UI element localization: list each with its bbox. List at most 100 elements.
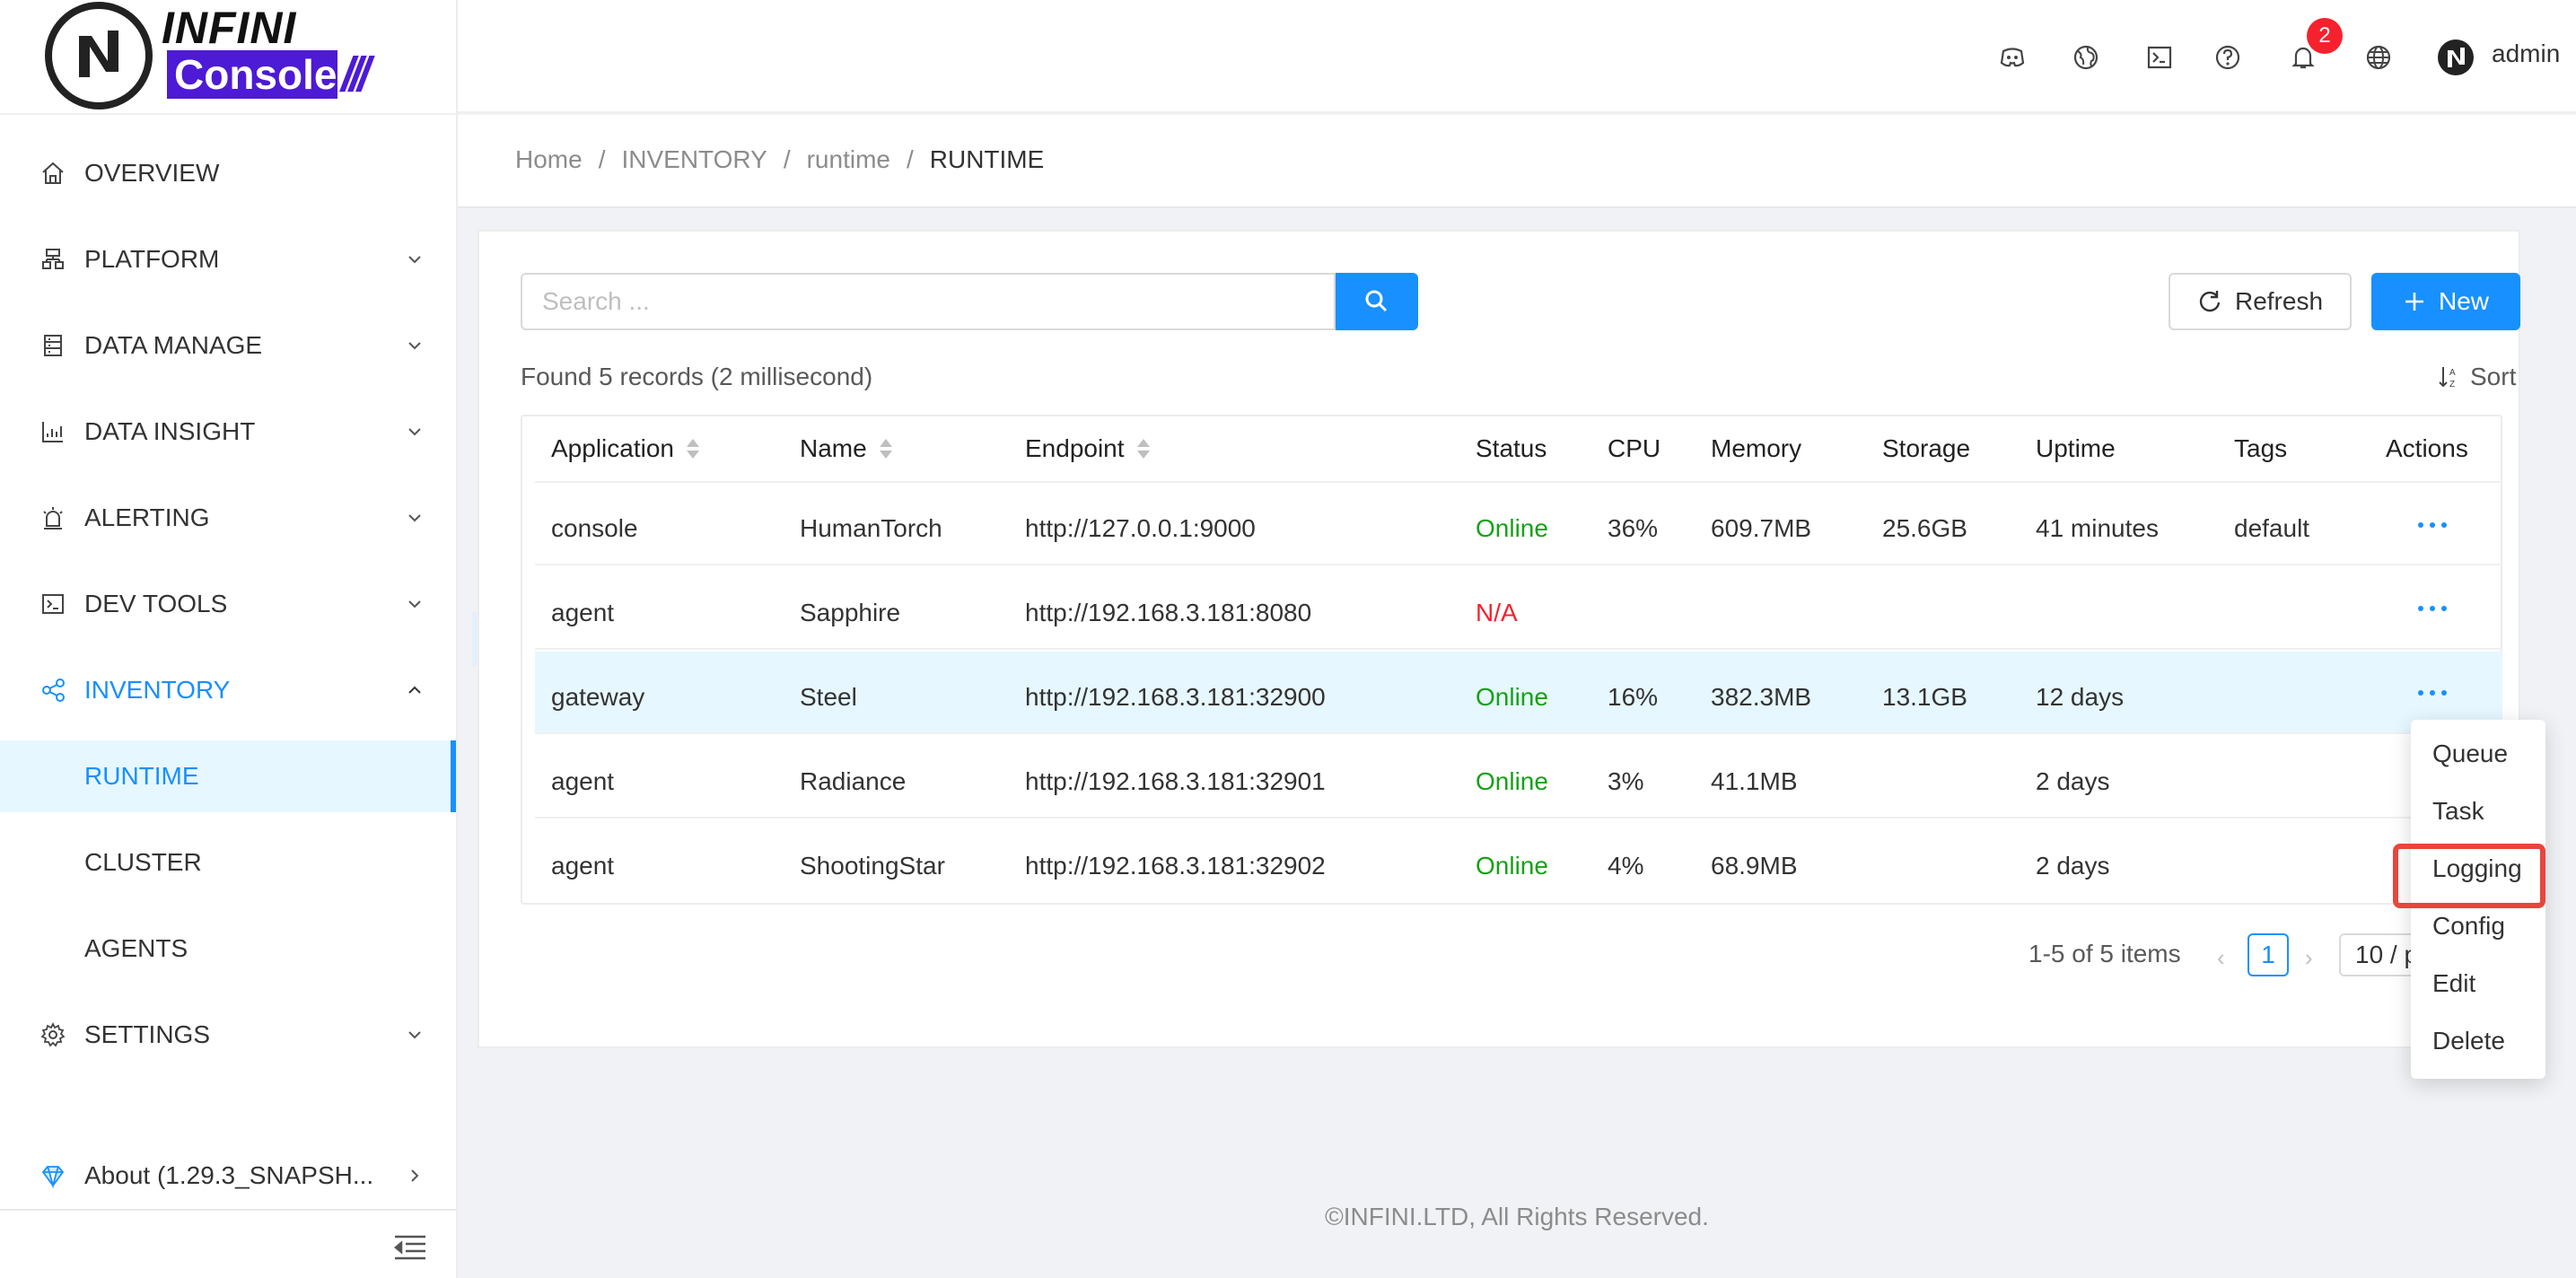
cell-uptime: 2 days bbox=[2036, 852, 2110, 880]
column-header-storage: Storage bbox=[1882, 434, 1970, 463]
sidebar-subitem-label: AGENTS bbox=[84, 934, 188, 962]
cell-uptime: 12 days bbox=[2036, 683, 2125, 711]
header-divider bbox=[535, 481, 2502, 483]
more-actions-icon[interactable] bbox=[2416, 604, 2449, 613]
table-row[interactable] bbox=[535, 567, 2502, 650]
chevron-down-icon bbox=[408, 342, 421, 350]
menu-collapse-icon[interactable] bbox=[393, 1233, 427, 1262]
sidebar-item-about[interactable]: About (1.29.3_SNAPSH... bbox=[0, 1140, 456, 1212]
cell-name[interactable]: Steel bbox=[800, 683, 857, 711]
chevron-down-icon bbox=[408, 514, 421, 522]
sidebar-item-dev-tools[interactable]: DEV TOOLS bbox=[0, 568, 456, 640]
table-row[interactable] bbox=[535, 652, 2502, 734]
search-button[interactable] bbox=[1336, 273, 1418, 330]
pagination-page-current[interactable]: 1 bbox=[2247, 933, 2289, 976]
logo-mark bbox=[45, 2, 153, 109]
help-icon[interactable] bbox=[2213, 43, 2242, 72]
database-icon bbox=[44, 335, 62, 356]
column-header-application[interactable]: Application bbox=[551, 434, 699, 463]
column-header-name[interactable]: Name bbox=[800, 434, 892, 463]
menu-item-task[interactable]: Task bbox=[2432, 797, 2484, 825]
pagination-next-icon[interactable]: › bbox=[2305, 944, 2313, 971]
share-icon bbox=[42, 678, 65, 702]
sidebar-subitem-cluster[interactable]: CLUSTER bbox=[0, 827, 456, 898]
column-label: Status bbox=[1476, 434, 1547, 462]
menu-item-config[interactable]: Config bbox=[2432, 912, 2505, 940]
breadcrumb-separator: / bbox=[598, 145, 606, 173]
cluster-icon bbox=[42, 249, 64, 269]
pagination-summary: 1-5 of 5 items bbox=[2028, 940, 2181, 967]
refresh-label: Refresh bbox=[2234, 287, 2324, 315]
copyright-footer: ©INFINI.LTD, All Rights Reserved. bbox=[1325, 1203, 1709, 1230]
chevron-down-icon bbox=[408, 256, 421, 264]
menu-item-logging[interactable]: Logging bbox=[2432, 854, 2522, 882]
cell-application: agent bbox=[551, 767, 615, 795]
breadcrumb-home[interactable]: Home bbox=[515, 145, 583, 173]
discord-icon[interactable] bbox=[1998, 43, 2027, 72]
sidebar-item-platform[interactable]: PLATFORM bbox=[0, 223, 456, 295]
cell-status: Online bbox=[1476, 514, 1548, 542]
infini-console-logo[interactable]: INFINI Console /// bbox=[45, 0, 422, 113]
sidebar-item-inventory[interactable]: INVENTORY bbox=[0, 654, 456, 726]
actions-dropdown-menu: Queue Task Logging Config Edit Delete bbox=[2411, 720, 2545, 1079]
logo-text-infini: INFINI bbox=[162, 3, 297, 53]
cell-name[interactable]: HumanTorch bbox=[800, 514, 942, 542]
breadcrumb-runtime-lower[interactable]: runtime bbox=[806, 145, 890, 173]
sidebar-item-alerting[interactable]: ALERTING bbox=[0, 482, 456, 554]
svg-text:A: A bbox=[2449, 368, 2456, 378]
console-icon[interactable] bbox=[2145, 43, 2174, 72]
language-globe-icon[interactable] bbox=[2364, 43, 2393, 72]
sort-caret-icon[interactable] bbox=[1136, 437, 1150, 460]
chevron-down-icon bbox=[408, 600, 421, 608]
logging-highlight-box bbox=[2393, 844, 2545, 908]
more-actions-icon[interactable] bbox=[2416, 688, 2449, 697]
search-input[interactable] bbox=[521, 273, 1336, 330]
username[interactable]: admin bbox=[2492, 39, 2561, 67]
bell-icon[interactable] bbox=[2289, 43, 2318, 72]
chevron-right-icon bbox=[411, 1169, 419, 1182]
breadcrumb-current: RUNTIME bbox=[929, 145, 1045, 173]
menu-item-delete[interactable]: Delete bbox=[2432, 1027, 2505, 1055]
sidebar-item-data-manage[interactable]: DATA MANAGE bbox=[0, 310, 456, 381]
sort-caret-icon[interactable] bbox=[879, 437, 892, 460]
column-label: Application bbox=[551, 434, 674, 462]
search-icon bbox=[1365, 290, 1388, 312]
cell-cpu: 3% bbox=[1608, 767, 1644, 795]
column-label: Tags bbox=[2234, 434, 2288, 462]
column-header-memory: Memory bbox=[1711, 434, 1801, 463]
cell-tags: default bbox=[2234, 514, 2310, 542]
avatar[interactable] bbox=[2438, 39, 2474, 75]
sidebar-item-overview[interactable]: OVERVIEW bbox=[0, 137, 456, 209]
column-header-endpoint[interactable]: Endpoint bbox=[1025, 434, 1150, 463]
table-row[interactable] bbox=[535, 483, 2502, 565]
pagination-prev-icon[interactable]: ‹ bbox=[2217, 944, 2225, 971]
refresh-button[interactable]: Refresh bbox=[2169, 273, 2352, 330]
cell-status: Online bbox=[1476, 852, 1548, 880]
menu-item-queue[interactable]: Queue bbox=[2432, 740, 2509, 767]
chevron-down-icon bbox=[408, 1031, 421, 1039]
sidebar-item-data-insight[interactable]: DATA INSIGHT bbox=[0, 396, 456, 468]
cell-name[interactable]: Sapphire bbox=[800, 599, 901, 626]
breadcrumb: Home / INVENTORY / runtime / RUNTIME bbox=[515, 145, 1044, 174]
cell-endpoint: http://127.0.0.1:9000 bbox=[1025, 514, 1256, 542]
more-actions-icon[interactable] bbox=[2416, 521, 2449, 530]
cell-name[interactable]: ShootingStar bbox=[800, 852, 945, 880]
cell-name[interactable]: Radiance bbox=[800, 767, 907, 795]
sidebar-subitem-runtime[interactable]: RUNTIME bbox=[0, 740, 456, 812]
menu-item-edit[interactable]: Edit bbox=[2432, 969, 2476, 997]
sort-caret-icon[interactable] bbox=[686, 437, 699, 460]
plus-icon bbox=[2405, 293, 2423, 311]
sidebar-subitem-agents[interactable]: AGENTS bbox=[0, 913, 456, 985]
cell-cpu: 4% bbox=[1608, 852, 1644, 880]
breadcrumb-bar: Home / INVENTORY / runtime / RUNTIME bbox=[458, 115, 2576, 208]
new-button[interactable]: New bbox=[2371, 273, 2520, 330]
sidebar-subitem-label: RUNTIME bbox=[84, 762, 199, 790]
table-row[interactable] bbox=[535, 736, 2502, 818]
cell-memory: 41.1MB bbox=[1711, 767, 1798, 795]
global-network-icon[interactable] bbox=[2072, 43, 2100, 72]
column-header-cpu: CPU bbox=[1608, 434, 1660, 463]
breadcrumb-inventory[interactable]: INVENTORY bbox=[621, 145, 767, 173]
sidebar-item-settings[interactable]: SETTINGS bbox=[0, 999, 456, 1071]
top-header bbox=[458, 0, 2576, 113]
